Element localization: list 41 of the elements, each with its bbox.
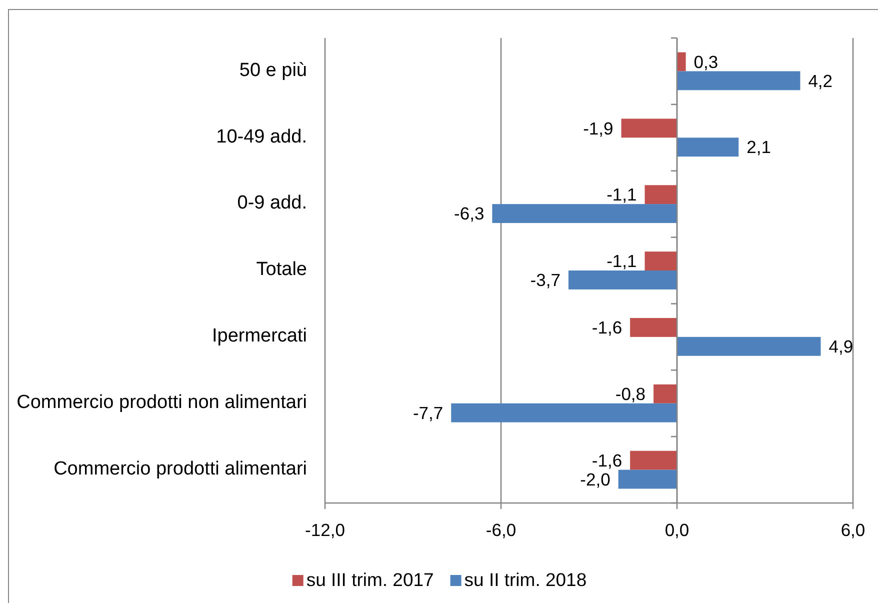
data-label: 4,9 — [828, 336, 854, 357]
bar — [644, 252, 677, 270]
bar — [492, 204, 677, 224]
x-tick-label: -12,0 — [305, 520, 346, 540]
bar — [618, 470, 677, 489]
data-label: -2,0 — [580, 469, 611, 490]
bar — [621, 118, 677, 138]
x-tick-label: 6,0 — [840, 520, 866, 540]
x-tick-label: 0,0 — [664, 520, 690, 540]
bar — [677, 336, 821, 356]
data-label: -7,7 — [412, 402, 444, 423]
bar — [630, 450, 677, 470]
legend-label: su III trim. 2017 — [306, 569, 434, 590]
data-label: -1,1 — [606, 251, 637, 272]
y-tick-label: 50 e più — [239, 60, 307, 81]
data-label: -1,1 — [606, 184, 637, 205]
bar — [654, 384, 677, 404]
y-tick-label: Totale — [256, 259, 307, 280]
data-label: 2,1 — [746, 137, 771, 158]
data-label: -1,9 — [583, 118, 614, 138]
y-tick-label: Ipermercati — [212, 326, 307, 347]
data-label: -6,3 — [454, 204, 484, 224]
y-tick-label: 10-49 add. — [216, 126, 307, 148]
bar — [644, 185, 677, 204]
x-tick-label: -6,0 — [486, 520, 516, 540]
y-tick-label: Commercio prodotti non alimentari — [16, 392, 307, 414]
bar — [677, 71, 800, 90]
y-tick-label: 0-9 add. — [237, 192, 307, 214]
bar — [677, 138, 739, 157]
bar — [568, 270, 677, 290]
y-tick-label: Commercio prodotti alimentari — [54, 458, 307, 480]
data-label: -3,7 — [530, 270, 560, 290]
data-label: -1,6 — [592, 450, 622, 470]
data-label: -0,8 — [615, 384, 646, 404]
bar — [451, 403, 677, 422]
bar — [677, 52, 686, 72]
data-label: 4,2 — [808, 70, 833, 91]
data-label: -1,6 — [592, 318, 622, 338]
legend-label: su II trim. 2018 — [464, 569, 587, 590]
data-label: 0,3 — [694, 52, 718, 72]
bar — [630, 318, 677, 337]
